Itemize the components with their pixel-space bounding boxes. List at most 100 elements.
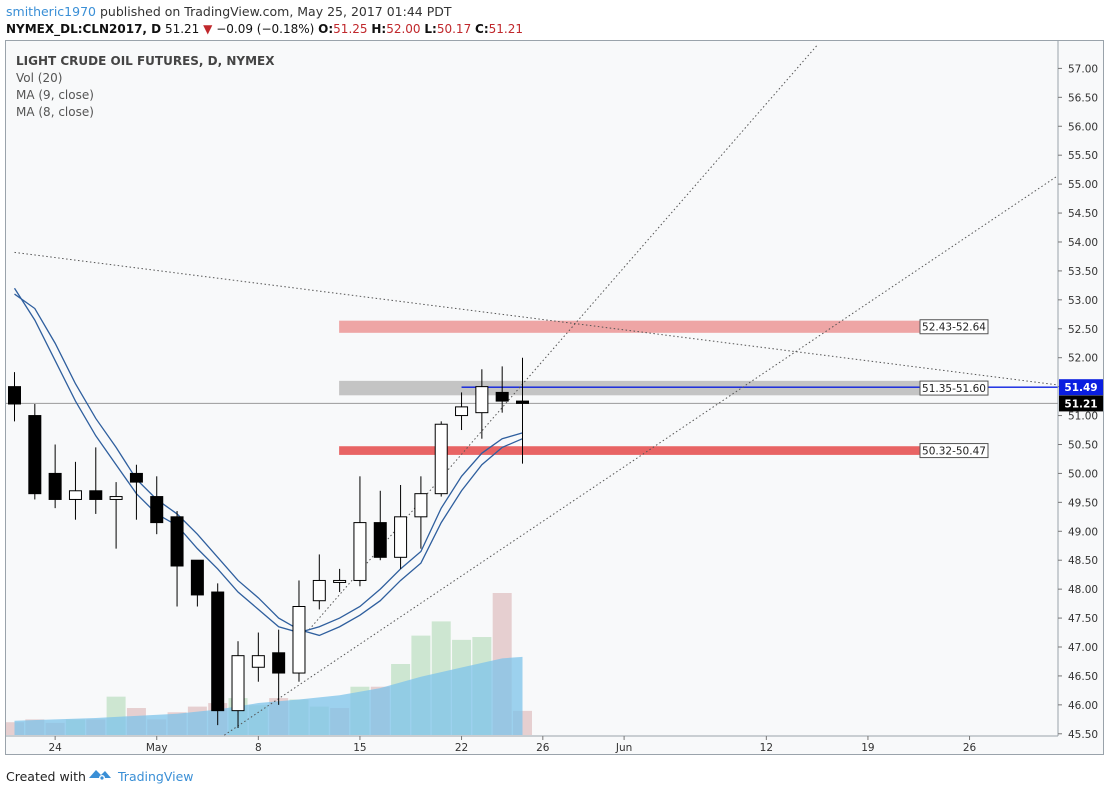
chart-legend: LIGHT CRUDE OIL FUTURES, D, NYMEX Vol (2… xyxy=(16,53,275,121)
candle-body xyxy=(48,472,62,500)
symbol-label: NYMEX_DL:CLN2017, D xyxy=(6,22,162,36)
ma8-line xyxy=(13,287,523,634)
zone-label: 51.35-51.60 xyxy=(922,383,986,395)
symbol-line: NYMEX_DL:CLN2017, D 51.21 ▼ −0.09 (−0.18… xyxy=(6,22,523,36)
time-tick-label: Jun xyxy=(615,742,632,754)
candle-body xyxy=(373,522,387,558)
author-link[interactable]: smitheric1970 xyxy=(6,4,96,19)
candle xyxy=(190,559,204,607)
candle xyxy=(272,629,286,705)
candle xyxy=(475,369,489,439)
candle xyxy=(109,482,123,549)
candle-body xyxy=(129,472,143,483)
price-tick-label: 55.50 xyxy=(1068,150,1098,162)
candle-body xyxy=(312,579,326,602)
price-tick-label: 54.50 xyxy=(1068,208,1098,220)
price-tick-label: 49.00 xyxy=(1068,526,1098,538)
candle xyxy=(414,476,428,549)
price-tick-label: 45.50 xyxy=(1068,729,1098,741)
zone-band xyxy=(339,380,926,396)
last-price-badge xyxy=(1059,395,1103,412)
candle-body xyxy=(495,391,509,402)
price-tick-label: 49.50 xyxy=(1068,497,1098,509)
plot-area xyxy=(6,44,1058,736)
low-value: 50.17 xyxy=(436,22,472,36)
price-tick-label: 47.00 xyxy=(1068,642,1098,654)
candle xyxy=(495,366,509,413)
candle-body xyxy=(516,400,529,404)
candle-body xyxy=(68,490,82,500)
legend-ma9[interactable]: MA (9, close) xyxy=(16,88,94,102)
time-tick-label: 26 xyxy=(536,742,550,754)
candle-body xyxy=(455,406,469,417)
high-value: 52.00 xyxy=(386,22,421,36)
created-with-label: Created with xyxy=(6,769,86,784)
price-chart[interactable]: 45.50 46.00 46.50 47.00 47.50 48.00 48.50 49.00… xyxy=(6,41,1104,755)
legend-volume[interactable]: Vol (20) xyxy=(16,71,63,85)
candle xyxy=(129,464,143,520)
candle-body xyxy=(394,516,408,558)
legend-title: LIGHT CRUDE OIL FUTURES, D, NYMEX xyxy=(16,54,275,68)
candle-body xyxy=(170,516,184,567)
candle-body xyxy=(251,655,265,668)
trendline xyxy=(222,174,1058,736)
zone-label-box xyxy=(919,443,989,459)
candle xyxy=(516,357,529,464)
candle xyxy=(211,583,225,726)
last-price-label: 51.21 xyxy=(1064,398,1097,410)
open-label: O: xyxy=(318,22,334,36)
candle-body xyxy=(353,522,367,581)
time-tick-label: 19 xyxy=(861,742,874,754)
candle xyxy=(170,511,184,607)
candle xyxy=(8,372,21,422)
time-tick-label: 24 xyxy=(48,742,62,754)
candle xyxy=(68,461,82,520)
candle xyxy=(394,484,408,569)
trendline xyxy=(308,44,818,630)
close-label: C: xyxy=(475,22,489,36)
price-tick-label: 46.50 xyxy=(1068,671,1098,683)
candle-body xyxy=(150,496,164,524)
ma9-line xyxy=(14,293,523,637)
candle-body xyxy=(272,652,286,674)
candle-body xyxy=(109,496,123,500)
hline-price-label: 51.49 xyxy=(1064,382,1097,394)
open-value: 51.25 xyxy=(333,22,368,36)
candle-body xyxy=(28,415,42,495)
price-tick-label: 53.50 xyxy=(1068,266,1098,278)
candle-body xyxy=(89,490,103,500)
price-tick-label: 48.00 xyxy=(1068,584,1098,596)
price-tick-label: 50.00 xyxy=(1068,468,1098,480)
candle xyxy=(28,403,42,500)
time-tick-label: 26 xyxy=(963,742,977,754)
price-tick-label: 48.50 xyxy=(1068,555,1098,567)
candle xyxy=(434,421,448,497)
zone-label-box xyxy=(919,319,989,335)
trendline xyxy=(14,251,1058,386)
price-tick-label: 56.50 xyxy=(1068,92,1098,104)
candle xyxy=(292,580,306,682)
candle-body xyxy=(434,423,448,495)
chart-container[interactable]: 45.50 46.00 46.50 47.00 47.50 48.00 48.50 49.00… xyxy=(5,40,1104,755)
candle-body xyxy=(190,559,204,596)
candle-body xyxy=(211,591,225,712)
price-change: −0.09 (−0.18%) xyxy=(216,22,315,36)
tradingview-logo-icon[interactable] xyxy=(88,766,112,782)
price-tick-label: 51.00 xyxy=(1068,411,1098,423)
candle-body xyxy=(333,579,347,583)
candle xyxy=(150,476,164,535)
candle-body xyxy=(231,655,245,712)
candle xyxy=(373,490,387,561)
down-arrow-icon: ▼ xyxy=(203,22,213,36)
candle xyxy=(48,444,62,509)
price-tick-label: 52.00 xyxy=(1068,353,1098,365)
time-tick-label: 22 xyxy=(455,742,468,754)
zone-band xyxy=(339,446,926,455)
tradingview-link[interactable]: TradingView xyxy=(118,769,194,784)
price-tick-label: 53.00 xyxy=(1068,295,1098,307)
price-tick-label: 52.50 xyxy=(1068,324,1098,336)
candle xyxy=(312,554,326,610)
legend-ma8[interactable]: MA (8, close) xyxy=(16,105,94,119)
price-tick-label: 55.00 xyxy=(1068,179,1098,191)
high-label: H: xyxy=(371,22,387,36)
